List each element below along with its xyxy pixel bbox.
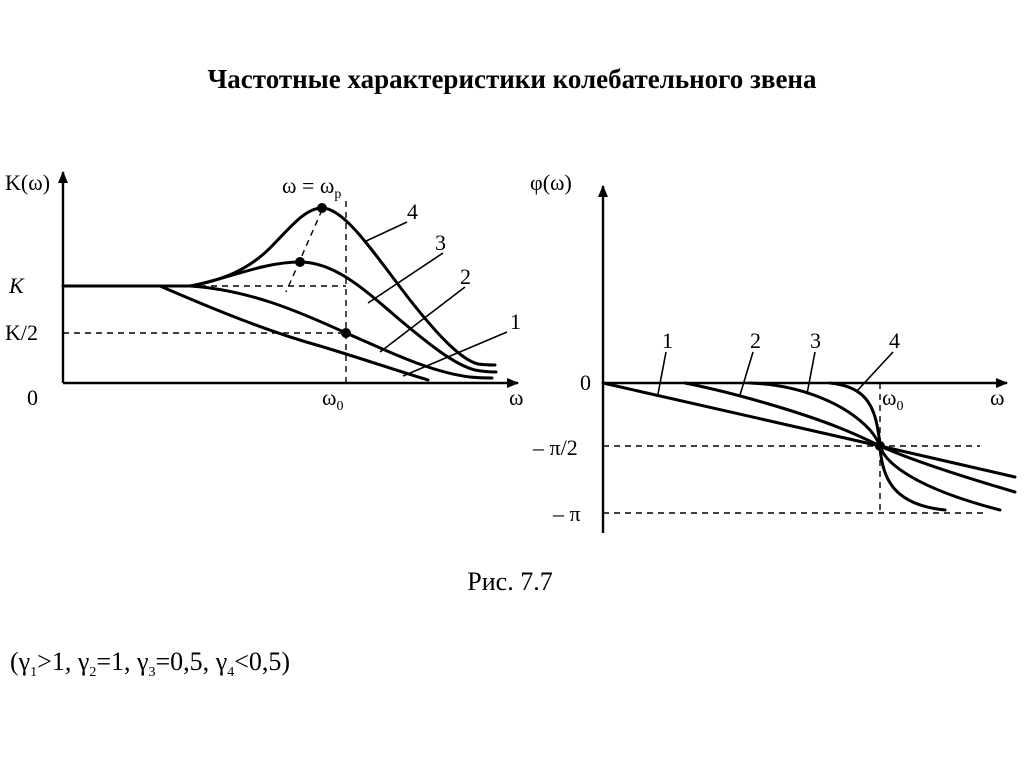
- phase-series-label-3: 3: [810, 328, 821, 353]
- leader-1: [402, 331, 508, 377]
- phase-series-label-4: 4: [889, 328, 900, 353]
- amplitude-curve-4: [188, 206, 497, 367]
- omega0-point-2: [341, 328, 351, 338]
- phase-curve-4: [828, 381, 947, 512]
- gamma-conditions: (γ1>1, γ2=1, γ3=0,5, γ4<0,5): [10, 647, 290, 680]
- amplitude-chart: K(ω) 0 ω K K/2 ω0 ω = ωp 1 2 3 4: [5, 170, 523, 414]
- phase-series-label-2: 2: [750, 328, 761, 353]
- phase-leader-4: [855, 351, 894, 393]
- peak-point-4: [317, 203, 327, 213]
- amplitude-series-label-2: 2: [460, 264, 471, 289]
- phase-leader-2: [739, 351, 754, 396]
- phase-leader-1: [657, 351, 667, 395]
- amplitude-series-label-4: 4: [407, 199, 418, 224]
- phase-curve-2: [683, 381, 1017, 494]
- leader-3: [367, 252, 444, 304]
- amplitude-y-label: K(ω): [5, 170, 50, 195]
- phase-x-tick-omega0: ω0: [882, 385, 903, 414]
- amplitude-x-label: ω: [509, 385, 523, 410]
- phase-curve-3: [748, 381, 1002, 512]
- phase-omega0-point: [875, 441, 885, 451]
- phase-series-label-1: 1: [662, 328, 673, 353]
- phase-x-label: ω: [990, 385, 1004, 410]
- y-tick-minus-pi: – π: [552, 501, 581, 526]
- page-title: Частотные характеристики колебательного …: [207, 64, 817, 94]
- peak-frequency-label: ω = ωp: [282, 173, 341, 202]
- x-tick-omega0: ω0: [322, 385, 343, 414]
- leader-4: [363, 221, 408, 243]
- phase-y-label: φ(ω): [530, 170, 572, 195]
- peak-point-3: [295, 257, 305, 267]
- figure-caption: Рис. 7.7: [467, 567, 552, 596]
- phase-chart: φ(ω) 0 ω ω0 – π/2 – π 1 2 3 4: [530, 170, 1017, 533]
- amplitude-series-label-3: 3: [435, 230, 446, 255]
- phase-curve-1: [601, 381, 1017, 479]
- amplitude-origin-label: 0: [27, 385, 38, 410]
- amplitude-curve-1: [61, 284, 430, 382]
- amplitude-curve-2: [61, 284, 494, 380]
- resonance-locus-line: [285, 209, 323, 293]
- phase-leader-3: [806, 351, 816, 395]
- phase-origin-label: 0: [580, 370, 591, 395]
- amplitude-curve-3: [188, 260, 498, 374]
- y-tick-minus-half-pi: – π/2: [532, 435, 578, 460]
- y-tick-k-half: K/2: [5, 320, 38, 345]
- amplitude-series-label-1: 1: [510, 309, 521, 334]
- leader-2: [379, 286, 466, 353]
- y-tick-k: K: [8, 273, 25, 298]
